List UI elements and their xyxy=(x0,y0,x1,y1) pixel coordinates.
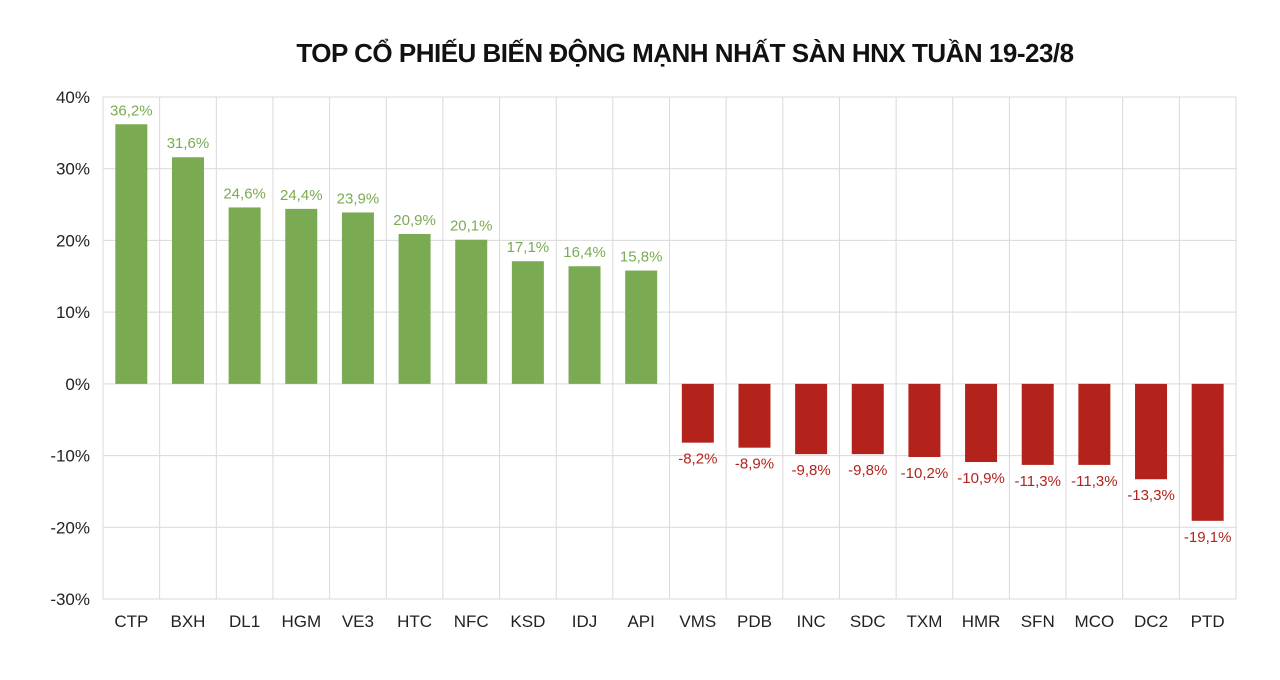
data-label: 36,2% xyxy=(110,102,153,119)
x-tick-label: DL1 xyxy=(229,612,260,631)
x-tick-label: SFN xyxy=(1021,612,1055,631)
bar-txm xyxy=(908,383,941,458)
data-label: 20,9% xyxy=(393,212,436,229)
data-label: 31,6% xyxy=(167,135,210,152)
bar-sdc xyxy=(851,383,884,455)
data-label: 15,8% xyxy=(620,249,663,266)
x-tick-label: DC2 xyxy=(1134,612,1168,631)
y-tick-label: -20% xyxy=(50,518,90,537)
label-layer: 40% 30% 20% 10% 0% -10% -20% -30% 36,2% CTP 31,6% B… xyxy=(50,88,1231,631)
data-label: 24,6% xyxy=(223,185,266,202)
data-label: -9,8% xyxy=(848,462,887,479)
x-tick-label: PTD xyxy=(1191,612,1225,631)
x-tick-label: API xyxy=(627,612,654,631)
bar-ksd xyxy=(511,261,544,384)
data-label: 17,1% xyxy=(507,239,550,256)
x-tick-label: KSD xyxy=(510,612,545,631)
data-label: -10,9% xyxy=(957,470,1005,487)
grid-layer xyxy=(102,96,1237,600)
x-tick-label: BXH xyxy=(170,612,205,631)
bar-hmr xyxy=(965,383,998,463)
bar-api xyxy=(625,270,658,384)
bar-dl1 xyxy=(228,207,261,384)
bar-vms xyxy=(681,383,714,443)
x-tick-label: MCO xyxy=(1075,612,1115,631)
bar-hgm xyxy=(285,208,318,384)
data-label: -11,3% xyxy=(1015,473,1061,490)
data-label: -11,3% xyxy=(1071,473,1117,490)
data-label: -13,3% xyxy=(1127,487,1175,504)
data-label: -9,8% xyxy=(792,462,831,479)
data-label: -8,9% xyxy=(735,456,774,473)
x-tick-label: SDC xyxy=(850,612,886,631)
x-tick-label: CTP xyxy=(114,612,148,631)
data-label: -19,1% xyxy=(1184,529,1232,546)
bar-bxh xyxy=(171,157,204,384)
bar-nfc xyxy=(455,239,488,384)
x-tick-label: NFC xyxy=(454,612,489,631)
bar-ctp xyxy=(115,124,148,384)
x-tick-label: PDB xyxy=(737,612,772,631)
data-label: 24,4% xyxy=(280,187,323,204)
data-label: -10,2% xyxy=(901,465,949,482)
y-tick-label: 30% xyxy=(56,160,90,179)
data-label: -8,2% xyxy=(678,451,717,468)
x-tick-label: INC xyxy=(796,612,825,631)
bar-layer xyxy=(115,124,1224,521)
y-tick-label: 20% xyxy=(56,231,90,250)
data-label: 16,4% xyxy=(563,244,606,261)
bar-sfn xyxy=(1021,383,1054,465)
y-tick-label: 0% xyxy=(65,375,90,394)
x-tick-label: IDJ xyxy=(572,612,598,631)
data-label: 23,9% xyxy=(337,190,380,207)
bar-pdb xyxy=(738,383,771,448)
y-tick-label: -30% xyxy=(50,590,90,609)
x-tick-label: TXM xyxy=(906,612,942,631)
x-tick-label: HMR xyxy=(962,612,1001,631)
bar-inc xyxy=(795,383,828,455)
data-label: 20,1% xyxy=(450,218,493,235)
bar-htc xyxy=(398,233,431,384)
x-tick-label: HGM xyxy=(281,612,321,631)
bar-ve3 xyxy=(341,212,374,384)
bar-idj xyxy=(568,266,601,384)
x-tick-label: VMS xyxy=(679,612,716,631)
y-tick-label: 40% xyxy=(56,88,90,107)
y-tick-label: -10% xyxy=(50,447,90,466)
bar-dc2 xyxy=(1135,383,1168,480)
y-tick-label: 10% xyxy=(56,303,90,322)
x-tick-label: HTC xyxy=(397,612,432,631)
bar-mco xyxy=(1078,383,1111,465)
chart-title: TOP CỔ PHIẾU BIẾN ĐỘNG MẠNH NHẤT SÀN HNX… xyxy=(296,38,1074,68)
bar-ptd xyxy=(1191,383,1224,521)
x-tick-label: VE3 xyxy=(342,612,374,631)
